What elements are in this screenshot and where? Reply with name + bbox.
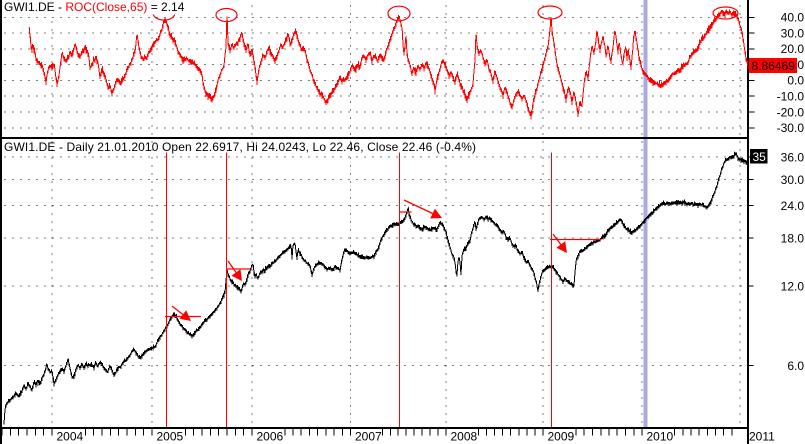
svg-text:-30.0: -30.0 bbox=[777, 121, 805, 135]
svg-text:0.0: 0.0 bbox=[787, 74, 804, 88]
svg-text:-20.0: -20.0 bbox=[777, 105, 805, 119]
svg-text:20.0: 20.0 bbox=[781, 42, 805, 56]
svg-text:6.0: 6.0 bbox=[787, 359, 804, 373]
svg-text:-10.0: -10.0 bbox=[777, 90, 805, 104]
svg-text:24.0: 24.0 bbox=[781, 199, 805, 213]
svg-text:8.86469: 8.86469 bbox=[752, 59, 796, 73]
svg-text:GWI1.DE - ROC(Close,65) = 2.14: GWI1.DE - ROC(Close,65) = 2.14 bbox=[4, 0, 185, 14]
svg-text:30.0: 30.0 bbox=[781, 173, 805, 187]
svg-text:2006: 2006 bbox=[257, 430, 284, 444]
svg-text:36.0: 36.0 bbox=[781, 150, 805, 164]
svg-text:2005: 2005 bbox=[157, 430, 184, 444]
svg-text:2007: 2007 bbox=[355, 430, 382, 444]
svg-text:12.0: 12.0 bbox=[781, 279, 805, 293]
svg-text:35: 35 bbox=[753, 150, 767, 164]
svg-text:2009: 2009 bbox=[548, 430, 575, 444]
svg-text:2004: 2004 bbox=[57, 430, 84, 444]
svg-text:18.0: 18.0 bbox=[781, 231, 805, 245]
svg-text:GWI1.DE - Daily 21.01.2010 Ope: GWI1.DE - Daily 21.01.2010 Open 22.6917,… bbox=[4, 140, 476, 154]
svg-text:40.0: 40.0 bbox=[781, 11, 805, 25]
svg-text:2011: 2011 bbox=[749, 430, 775, 444]
svg-text:2010: 2010 bbox=[647, 430, 674, 444]
svg-text:30.0: 30.0 bbox=[781, 26, 805, 40]
svg-text:2008: 2008 bbox=[451, 430, 478, 444]
